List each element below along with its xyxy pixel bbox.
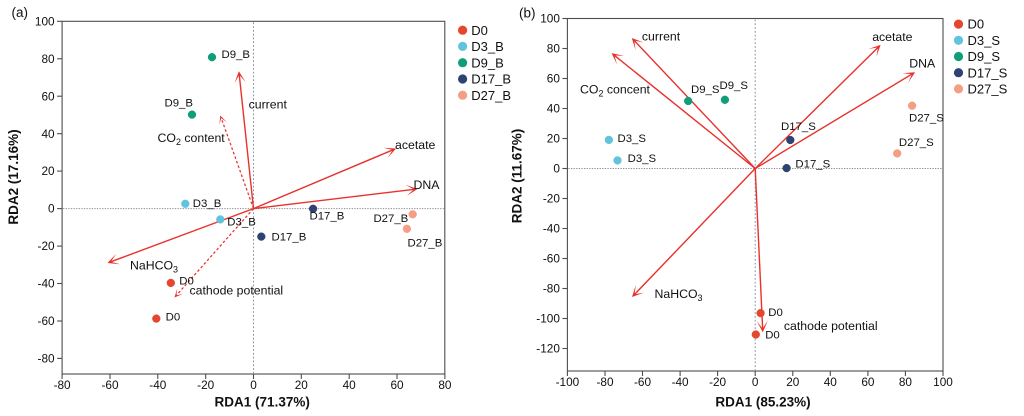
svg-text:D17_S: D17_S (795, 159, 830, 171)
svg-text:-60: -60 (101, 378, 118, 392)
svg-text:20: 20 (547, 132, 561, 146)
svg-text:-20: -20 (38, 239, 55, 253)
svg-text:D3_B: D3_B (471, 39, 504, 54)
svg-text:D9_B: D9_B (165, 98, 194, 110)
svg-text:60: 60 (861, 375, 875, 389)
svg-text:D27_B: D27_B (471, 88, 511, 103)
svg-text:80: 80 (547, 42, 561, 56)
svg-text:NaHCO3: NaHCO3 (655, 287, 703, 303)
svg-text:D3_B: D3_B (227, 217, 256, 229)
svg-text:D3_S: D3_S (618, 133, 647, 145)
svg-text:D0: D0 (768, 307, 783, 319)
svg-text:D17_S: D17_S (968, 65, 1008, 80)
svg-text:D17_S: D17_S (781, 121, 816, 133)
svg-text:CO2 concent: CO2 concent (580, 83, 651, 99)
svg-text:-80: -80 (54, 378, 71, 392)
svg-text:80: 80 (899, 375, 913, 389)
svg-text:60: 60 (390, 378, 404, 392)
svg-text:-40: -40 (149, 378, 166, 392)
svg-text:-60: -60 (634, 375, 651, 389)
svg-text:acetate: acetate (395, 138, 435, 152)
svg-text:0: 0 (48, 202, 55, 216)
svg-text:cathode potential: cathode potential (190, 284, 284, 298)
svg-text:40: 40 (41, 127, 55, 141)
svg-text:D0: D0 (179, 276, 194, 288)
svg-text:-100: -100 (556, 375, 580, 389)
svg-text:D3_S: D3_S (628, 153, 657, 165)
svg-text:-80: -80 (596, 375, 613, 389)
svg-text:0: 0 (250, 378, 257, 392)
svg-text:D27_B: D27_B (408, 237, 443, 249)
svg-text:-120: -120 (536, 342, 560, 356)
svg-text:80: 80 (41, 52, 55, 66)
svg-text:DNA: DNA (909, 57, 936, 71)
svg-text:D9_B: D9_B (471, 55, 504, 70)
svg-text:-60: -60 (38, 314, 55, 328)
svg-text:60: 60 (547, 72, 561, 86)
svg-text:-20: -20 (543, 192, 560, 206)
svg-text:RDA2 (11.67%): RDA2 (11.67%) (509, 129, 524, 224)
svg-text:0: 0 (553, 162, 560, 176)
svg-text:D9_S: D9_S (720, 80, 749, 92)
svg-text:D27_S: D27_S (899, 137, 934, 149)
svg-text:D17_B: D17_B (471, 72, 511, 87)
svg-text:-20: -20 (197, 378, 214, 392)
svg-text:20: 20 (295, 378, 309, 392)
svg-text:20: 20 (41, 164, 55, 178)
svg-text:NaHCO3: NaHCO3 (130, 259, 178, 275)
svg-text:current: current (249, 98, 288, 112)
svg-text:RDA1 (85.23%): RDA1 (85.23%) (715, 394, 810, 409)
svg-text:40: 40 (824, 375, 838, 389)
svg-text:acetate: acetate (872, 30, 912, 44)
svg-text:100: 100 (540, 12, 560, 26)
svg-text:cathode potential: cathode potential (784, 319, 878, 333)
svg-text:(a): (a) (12, 5, 29, 20)
svg-text:-80: -80 (38, 352, 55, 366)
svg-text:40: 40 (343, 378, 357, 392)
svg-text:D3_S: D3_S (968, 33, 1001, 48)
svg-text:60: 60 (41, 89, 55, 103)
svg-text:D0: D0 (471, 23, 488, 38)
svg-text:(b): (b) (519, 6, 536, 21)
svg-text:D3_B: D3_B (193, 198, 222, 210)
svg-text:RDA2 (17.16%): RDA2 (17.16%) (6, 129, 21, 224)
svg-text:100: 100 (35, 14, 55, 28)
svg-text:D0: D0 (765, 329, 780, 341)
svg-text:D17_B: D17_B (310, 211, 345, 223)
svg-text:current: current (642, 29, 681, 43)
svg-text:DNA: DNA (414, 178, 441, 192)
svg-text:-60: -60 (543, 252, 560, 266)
svg-text:40: 40 (547, 102, 561, 116)
svg-text:D9_B: D9_B (222, 49, 251, 61)
svg-text:RDA1 (71.37%): RDA1 (71.37%) (215, 394, 310, 409)
svg-text:D0: D0 (166, 312, 181, 324)
svg-text:80: 80 (438, 378, 452, 392)
svg-text:D17_B: D17_B (272, 232, 307, 244)
svg-text:-80: -80 (543, 282, 560, 296)
svg-text:D9_S: D9_S (691, 84, 720, 96)
svg-text:0: 0 (752, 375, 759, 389)
svg-text:-20: -20 (709, 375, 726, 389)
svg-text:CO2 content: CO2 content (158, 131, 226, 147)
svg-text:D27_S: D27_S (968, 82, 1008, 97)
svg-text:-40: -40 (672, 375, 689, 389)
svg-text:-100: -100 (536, 312, 560, 326)
svg-text:-40: -40 (38, 277, 55, 291)
svg-text:20: 20 (786, 375, 800, 389)
svg-text:D27_B: D27_B (373, 213, 408, 225)
svg-text:D9_S: D9_S (968, 49, 1001, 64)
svg-text:D27_S: D27_S (909, 113, 944, 125)
svg-text:100: 100 (933, 375, 953, 389)
svg-text:-40: -40 (543, 222, 560, 236)
svg-text:D0: D0 (968, 17, 985, 32)
